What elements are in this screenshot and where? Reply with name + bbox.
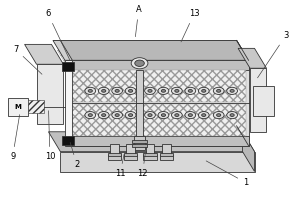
- Polygon shape: [238, 48, 266, 68]
- Bar: [60, 152, 254, 171]
- Circle shape: [185, 87, 196, 94]
- Circle shape: [102, 114, 106, 116]
- Circle shape: [98, 112, 109, 119]
- Polygon shape: [57, 50, 246, 70]
- Circle shape: [115, 89, 119, 92]
- Bar: [143, 155, 157, 160]
- Bar: [136, 70, 143, 103]
- Circle shape: [135, 60, 144, 66]
- Circle shape: [213, 87, 224, 94]
- Text: 7: 7: [13, 45, 42, 74]
- Circle shape: [158, 112, 169, 119]
- Circle shape: [161, 114, 166, 116]
- Bar: [160, 155, 173, 160]
- Bar: [132, 140, 147, 143]
- Circle shape: [227, 87, 238, 94]
- Text: 1: 1: [206, 161, 248, 187]
- Bar: [146, 144, 154, 155]
- Circle shape: [202, 89, 206, 92]
- Circle shape: [148, 114, 152, 116]
- Circle shape: [131, 58, 148, 69]
- Polygon shape: [25, 44, 63, 64]
- Bar: [126, 144, 135, 155]
- Bar: [250, 68, 266, 132]
- Bar: [65, 60, 72, 146]
- Bar: [66, 136, 248, 146]
- Bar: [66, 60, 248, 70]
- Text: 11: 11: [115, 154, 125, 178]
- Text: 3: 3: [258, 31, 289, 78]
- Circle shape: [145, 112, 155, 119]
- Bar: [108, 153, 121, 156]
- Circle shape: [172, 87, 182, 94]
- Bar: [160, 153, 173, 156]
- Bar: [66, 60, 248, 146]
- Circle shape: [202, 114, 206, 116]
- Bar: [253, 86, 274, 116]
- Circle shape: [185, 112, 196, 119]
- Bar: [62, 136, 74, 145]
- Circle shape: [125, 112, 136, 119]
- Polygon shape: [49, 132, 254, 152]
- Circle shape: [188, 89, 192, 92]
- Text: M: M: [14, 104, 21, 110]
- Circle shape: [148, 89, 152, 92]
- Bar: [37, 64, 63, 124]
- Circle shape: [172, 112, 182, 119]
- Bar: [132, 144, 147, 147]
- Circle shape: [128, 114, 133, 116]
- Polygon shape: [53, 40, 72, 60]
- Circle shape: [230, 114, 234, 116]
- Circle shape: [175, 89, 179, 92]
- Circle shape: [227, 112, 238, 119]
- Text: A: A: [135, 5, 142, 37]
- Circle shape: [145, 87, 155, 94]
- Circle shape: [161, 89, 166, 92]
- Bar: [136, 103, 143, 136]
- Bar: [69, 70, 246, 102]
- Text: 6: 6: [45, 9, 70, 60]
- Bar: [162, 144, 171, 155]
- Bar: [28, 100, 44, 113]
- Circle shape: [217, 89, 221, 92]
- Circle shape: [85, 112, 96, 119]
- Bar: [110, 144, 118, 155]
- Text: 10: 10: [45, 111, 55, 161]
- Polygon shape: [243, 132, 254, 171]
- Circle shape: [98, 87, 109, 94]
- Circle shape: [198, 112, 209, 119]
- Bar: [69, 104, 246, 136]
- Circle shape: [112, 87, 122, 94]
- Circle shape: [115, 114, 119, 116]
- Circle shape: [102, 89, 106, 92]
- Bar: [62, 62, 74, 71]
- Circle shape: [230, 89, 234, 92]
- Circle shape: [217, 114, 221, 116]
- Polygon shape: [54, 40, 248, 60]
- Bar: [143, 153, 157, 156]
- Text: 13: 13: [181, 9, 200, 42]
- Circle shape: [175, 114, 179, 116]
- Circle shape: [213, 112, 224, 119]
- Circle shape: [88, 89, 92, 92]
- Bar: [124, 153, 137, 156]
- Bar: [8, 98, 28, 116]
- Circle shape: [85, 87, 96, 94]
- Circle shape: [198, 87, 209, 94]
- Circle shape: [128, 89, 133, 92]
- Polygon shape: [237, 40, 248, 146]
- Text: 12: 12: [137, 154, 148, 178]
- Circle shape: [125, 87, 136, 94]
- Circle shape: [158, 87, 169, 94]
- Circle shape: [188, 114, 192, 116]
- Bar: [134, 136, 145, 150]
- Bar: [108, 155, 121, 160]
- Bar: [124, 155, 137, 160]
- Circle shape: [88, 114, 92, 116]
- Text: 2: 2: [70, 142, 80, 169]
- Circle shape: [112, 112, 122, 119]
- Text: 9: 9: [10, 115, 20, 161]
- Polygon shape: [54, 40, 248, 60]
